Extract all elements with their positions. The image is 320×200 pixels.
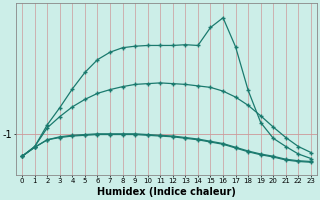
X-axis label: Humidex (Indice chaleur): Humidex (Indice chaleur) bbox=[97, 187, 236, 197]
